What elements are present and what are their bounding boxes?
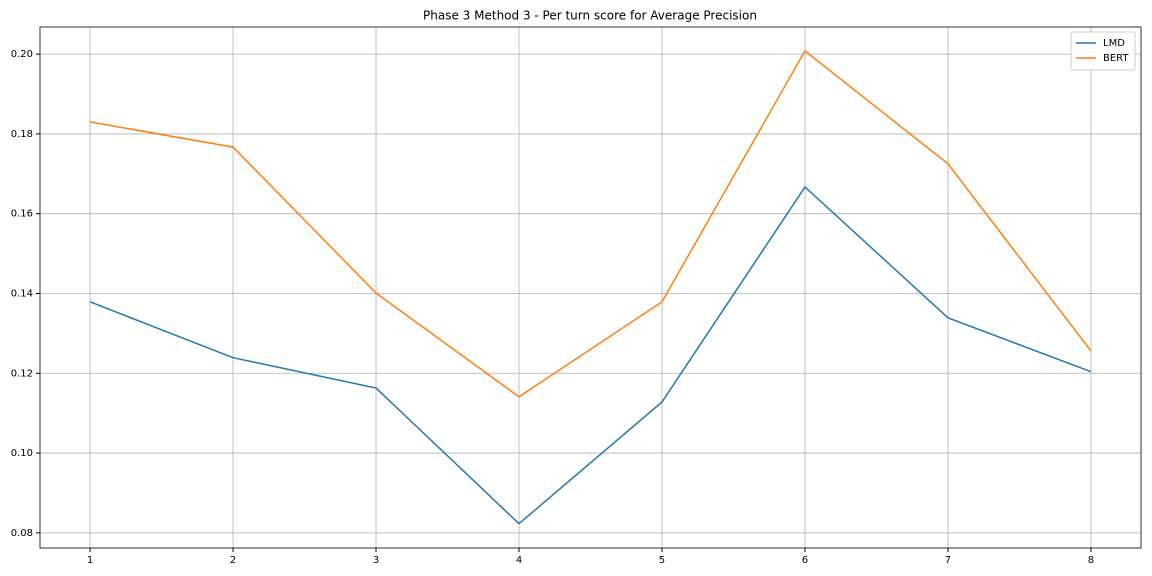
y-tick-label: 0.10 [11,448,33,459]
x-tick-label: 2 [230,555,236,566]
legend-box [1070,31,1136,71]
legend: LMD BERT [1070,31,1136,71]
y-tick-label: 0.20 [11,49,33,60]
x-tick-label: 5 [659,555,665,566]
x-tick-label: 8 [1088,555,1094,566]
y-tick-label: 0.16 [11,209,33,220]
x-tick-label: 1 [87,555,93,566]
x-tick-label: 3 [373,555,379,566]
line-series [89,185,1092,525]
x-tick-label: 6 [802,555,808,566]
chart-title: Phase 3 Method 3 - Per turn score for Av… [423,9,757,23]
x-tick-label: 7 [945,555,951,566]
legend-label: BERT [1103,53,1129,64]
line-series [89,49,1092,398]
y-tick-label: 0.14 [11,288,33,299]
y-tick-label: 0.18 [11,129,33,140]
plot-frame [39,26,1142,549]
legend-label: LMD [1103,38,1125,49]
x-tick-label: 4 [516,555,522,566]
y-tick-label: 0.12 [11,368,33,379]
y-tick-label: 0.08 [11,528,33,539]
